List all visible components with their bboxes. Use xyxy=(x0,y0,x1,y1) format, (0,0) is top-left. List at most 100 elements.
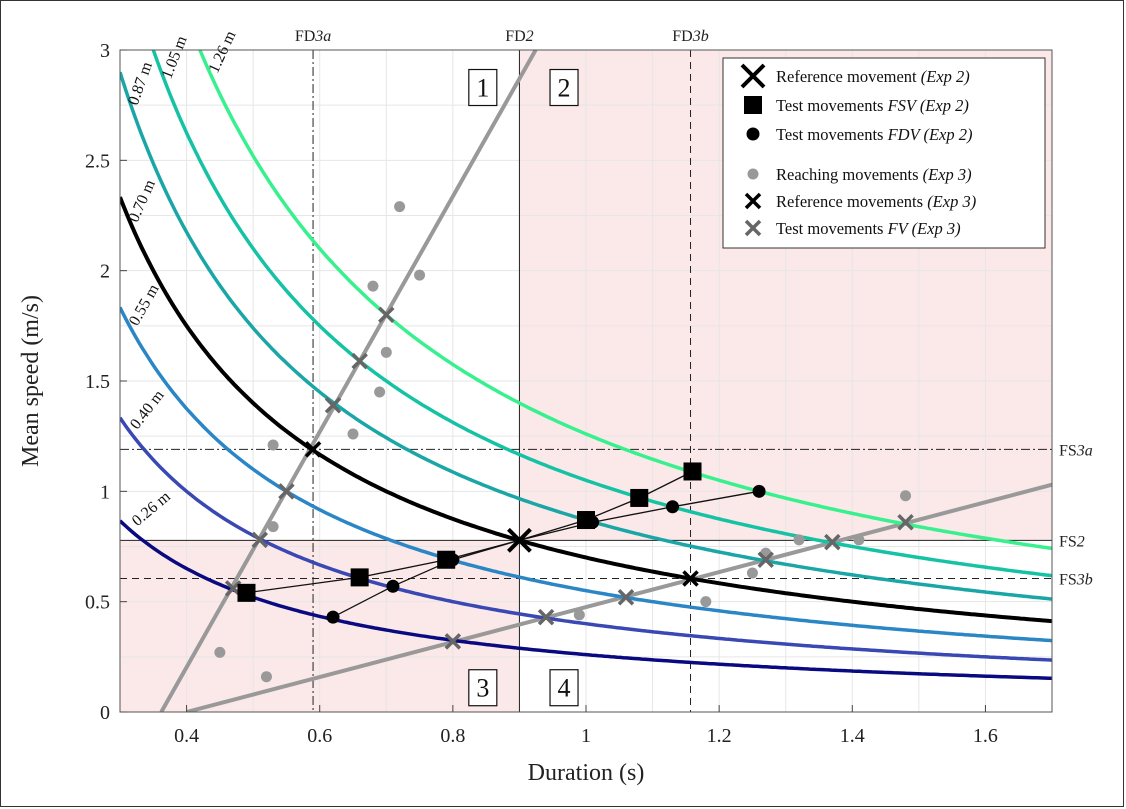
marker-gray-x xyxy=(897,513,914,531)
marker-square xyxy=(683,462,702,481)
marker-square xyxy=(237,583,256,602)
marker-gray-dot xyxy=(260,671,272,683)
curve-label: 1.05 m xyxy=(159,33,191,81)
legend-marker xyxy=(746,127,760,141)
quadrant-label: 2 xyxy=(558,74,571,103)
legend-box xyxy=(722,57,1046,249)
marker-gray-dot xyxy=(367,280,379,292)
marker-gray-dot xyxy=(414,269,426,281)
legend-marker xyxy=(744,96,762,114)
legend-marker xyxy=(740,63,766,89)
marker-gray-dot xyxy=(347,428,359,440)
marker-gray-dot xyxy=(394,201,406,213)
marker-gray-dot xyxy=(214,646,226,658)
quadrant-box xyxy=(468,68,498,107)
x-tick-label: 1.4 xyxy=(840,725,865,747)
marker-x xyxy=(304,441,322,458)
horizontal-reference-label: FS3b xyxy=(1059,571,1093,588)
legend: Reference movement (Exp 2) Test movements… xyxy=(722,57,1046,249)
marker-gray-x xyxy=(444,633,462,650)
data-markers xyxy=(214,201,914,683)
y-tick-label: 1 xyxy=(100,481,110,503)
horizontal-reference-label: FS3a xyxy=(1059,442,1093,459)
marker-gray-dot xyxy=(853,534,865,546)
marker-square xyxy=(437,550,456,569)
marker-circle xyxy=(666,500,680,514)
marker-gray-x xyxy=(617,589,635,606)
curve-126m xyxy=(198,50,1052,551)
marker-square xyxy=(350,568,369,587)
x-tick-label: 1.2 xyxy=(707,725,732,747)
horizontal-reference-label: FS2 xyxy=(1059,533,1085,550)
y-tick-label: 0.5 xyxy=(85,592,110,614)
marker-x xyxy=(682,570,699,587)
x-tick-label: 0.6 xyxy=(307,725,332,747)
curve-040m xyxy=(120,416,1052,662)
quadrant-label: 1 xyxy=(476,74,489,103)
marker-square xyxy=(577,511,595,530)
quadrant-box xyxy=(549,669,579,707)
legend-marker xyxy=(747,168,759,180)
legend-marker xyxy=(744,219,762,237)
legend-marker xyxy=(744,192,762,210)
marker-circle xyxy=(326,610,340,624)
curve-label: 1.26 m xyxy=(205,28,239,76)
quadrant-label: 3 xyxy=(476,674,489,703)
curve-055m xyxy=(120,306,1052,643)
axis-ticks: 0.4 0.6 0.8 1 1.2 1.4 1.6 0 0.5 1 1.5 2 2.5 3 xyxy=(85,40,998,747)
iso-distance-curves xyxy=(120,50,1052,681)
legend-entry: Reference movements (Exp 3) xyxy=(776,192,976,211)
y-axis-label: Mean speed (m/s) xyxy=(18,295,44,467)
y-tick-label: 2.5 xyxy=(85,150,110,172)
marker-gray-x xyxy=(351,352,368,370)
marker-gray-x xyxy=(757,551,774,568)
marker-gray-x xyxy=(251,531,269,549)
legend-entry: Reaching movements (Exp 3) xyxy=(776,165,972,184)
marker-gray-x xyxy=(324,397,342,414)
x-tick-label: 0.4 xyxy=(174,725,199,747)
x-tick-label: 1.6 xyxy=(973,725,998,747)
marker-gray-dot xyxy=(267,439,279,451)
legend-entry: Test movements FSV (Exp 2) xyxy=(776,96,969,115)
curve-label: 0.70 m xyxy=(125,177,159,225)
x-axis-label: Duration (s) xyxy=(528,760,645,786)
legend-entry: Test movements FV (Exp 3) xyxy=(776,219,961,238)
quadrant-box xyxy=(468,669,498,707)
marker-gray-x xyxy=(378,306,395,324)
marker-big-x xyxy=(507,527,532,553)
marker-circle xyxy=(386,579,400,593)
marker-square xyxy=(630,488,649,507)
marker-gray-x xyxy=(824,533,841,551)
marker-gray-dot xyxy=(374,386,386,398)
y-tick-label: 3 xyxy=(100,40,110,62)
quadrant-label: 4 xyxy=(558,674,571,703)
curve-026m xyxy=(120,519,1052,681)
y-tick-label: 1.5 xyxy=(85,371,110,393)
quadrant-box xyxy=(549,68,579,107)
marker-gray-x xyxy=(278,483,295,500)
gray-line-steep xyxy=(159,50,538,712)
vertical-reference-label: FD3a xyxy=(295,28,331,45)
y-tick-label: 0 xyxy=(100,702,110,724)
x-tick-label: 0.8 xyxy=(440,725,465,747)
marker-gray-dot xyxy=(573,609,585,621)
legend-entry: Test movements FDV (Exp 2) xyxy=(776,125,973,144)
curve-label: 0.26 m xyxy=(129,488,174,530)
marker-gray-dot xyxy=(380,346,392,358)
curve-105m xyxy=(151,50,1052,578)
quadrant-labels: 1 2 3 4 xyxy=(468,68,579,707)
x-tick-label: 1 xyxy=(581,725,591,747)
curve-label: 0.87 m xyxy=(125,59,156,107)
legend-entry: Reference movement (Exp 2) xyxy=(776,67,970,86)
marker-gray-x xyxy=(537,608,555,626)
vertical-reference-label: FD2 xyxy=(505,28,533,45)
marker-gray-dot xyxy=(793,534,805,546)
curve-label: 0.40 m xyxy=(127,387,168,433)
y-tick-label: 2 xyxy=(100,261,110,283)
marker-gray-dot xyxy=(746,567,758,579)
marker-gray-dot xyxy=(700,596,712,608)
marker-gray-dot xyxy=(267,521,279,533)
curve-070m xyxy=(120,196,1052,624)
